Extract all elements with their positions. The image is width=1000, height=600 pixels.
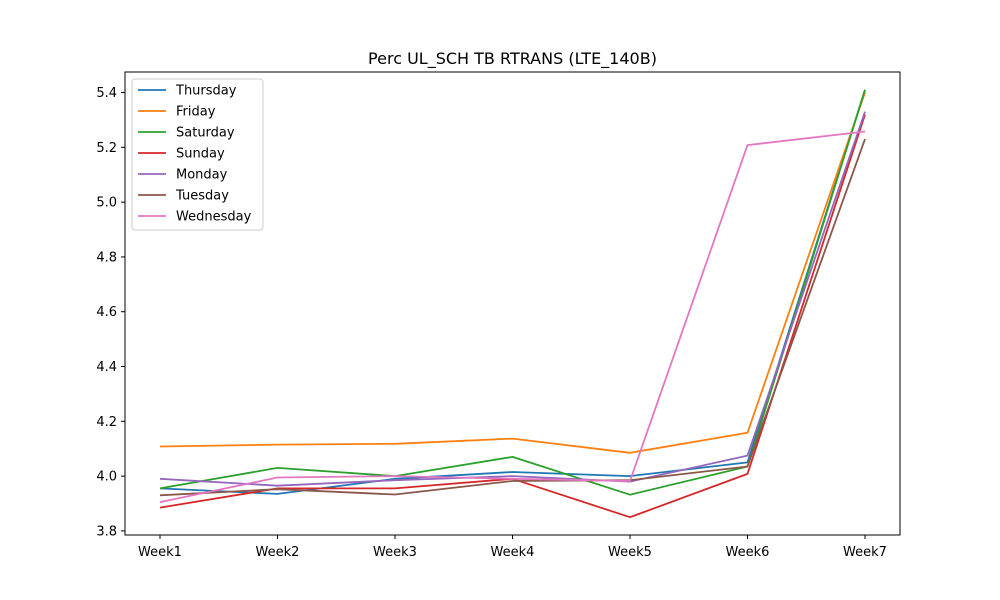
legend-label: Sunday <box>176 147 225 162</box>
x-axis: Week1 Week2 Week3 Week4 Week5 Week6 Week7 <box>138 535 887 560</box>
legend-label: Tuesday <box>175 189 229 204</box>
x-tick-label: Week4 <box>491 545 535 560</box>
legend: Thursday Friday Saturday Sunday Monday Tuesda… <box>131 78 264 231</box>
series-line-monday <box>159 111 866 487</box>
y-tick-label: 5.4 <box>96 86 117 101</box>
y-tick-label: 4.8 <box>96 250 117 265</box>
legend-box <box>131 78 264 231</box>
x-tick-label: Week2 <box>256 545 300 560</box>
legend-label: Friday <box>176 105 216 120</box>
chart-title: Perc UL_SCH TB RTRANS (LTE_140B) <box>368 49 657 69</box>
y-tick-label: 4.0 <box>96 470 117 485</box>
x-tick-label: Week6 <box>726 545 770 560</box>
series-line-wednesday <box>159 130 866 503</box>
y-tick-label: 5.2 <box>96 141 117 156</box>
series-line-tuesday <box>159 138 866 497</box>
y-tick-label: 3.8 <box>96 524 117 539</box>
legend-label: Wednesday <box>176 210 252 225</box>
series-layer <box>159 89 866 519</box>
x-tick-label: Week3 <box>373 545 417 560</box>
legend-label: Thursday <box>175 84 237 99</box>
x-tick-label: Week7 <box>843 545 887 560</box>
series-line-friday <box>159 92 866 454</box>
y-tick-label: 5.0 <box>96 196 117 211</box>
y-tick-label: 4.4 <box>96 360 117 375</box>
x-tick-label: Week5 <box>608 545 652 560</box>
x-tick-label: Week1 <box>138 545 182 560</box>
legend-label: Saturday <box>176 126 235 141</box>
y-tick-label: 4.6 <box>96 305 117 320</box>
legend-label: Monday <box>176 168 228 183</box>
y-tick-label: 4.2 <box>96 415 117 430</box>
series-line-thursday <box>159 89 866 495</box>
y-axis: 3.8 4.0 4.2 4.4 4.6 4.8 5.0 5.2 5.4 <box>96 86 125 539</box>
